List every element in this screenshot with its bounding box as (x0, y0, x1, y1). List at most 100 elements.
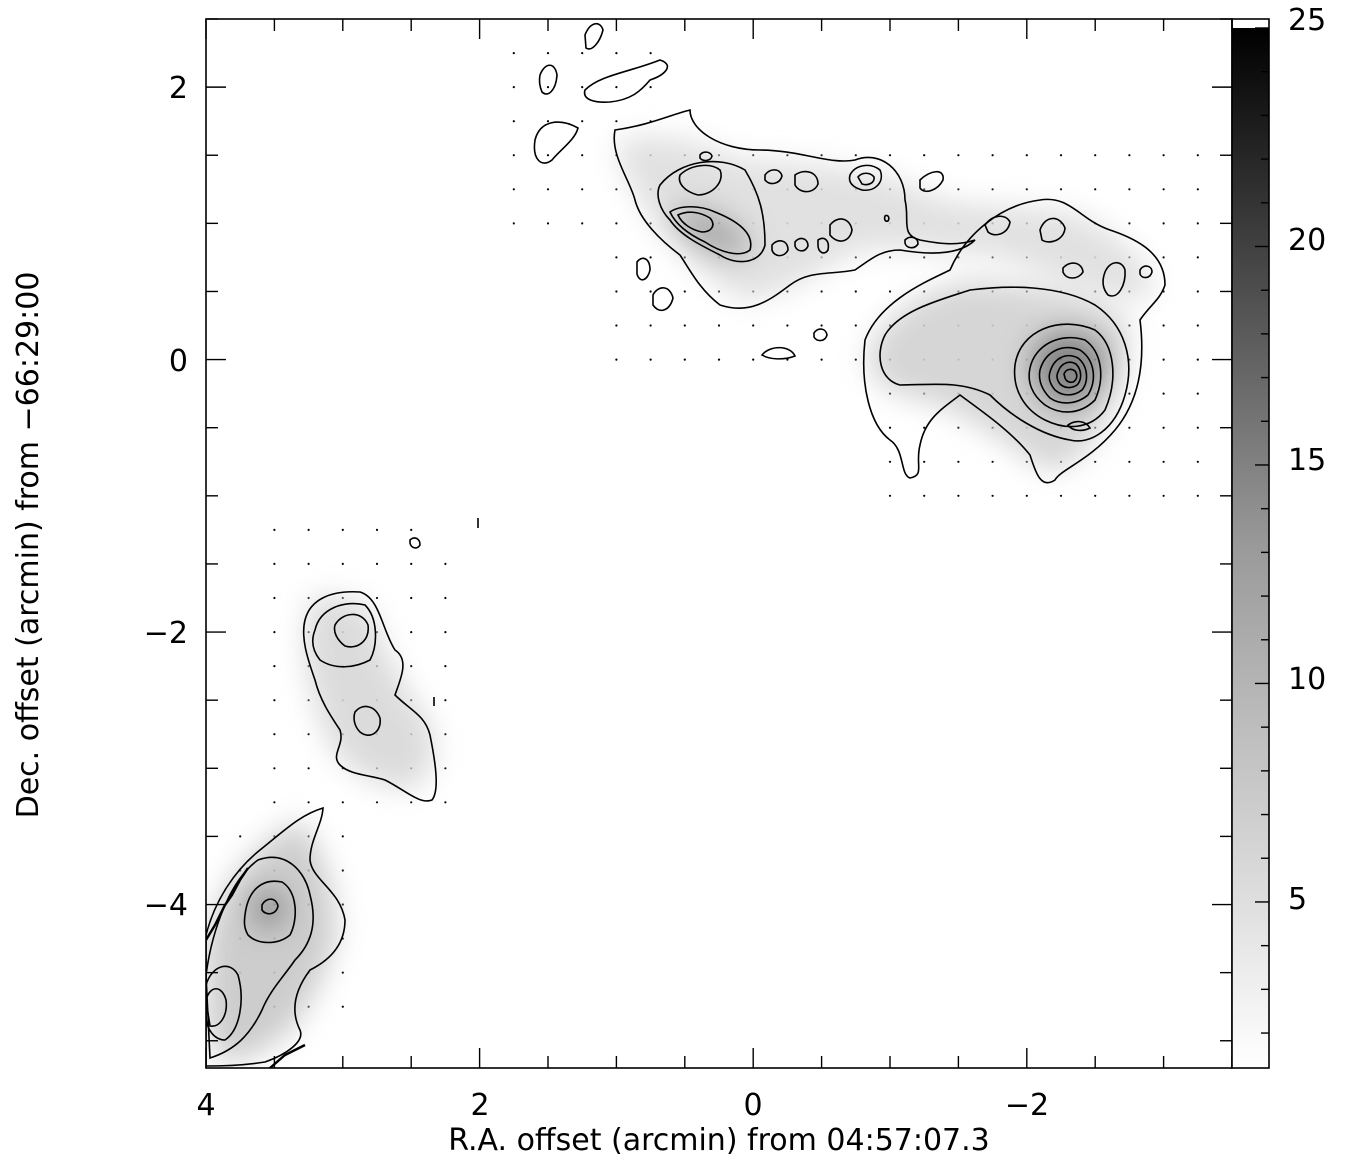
sampling-dot (1162, 222, 1165, 225)
sampling-dot (1128, 154, 1131, 157)
sampling-dot (923, 426, 926, 429)
contour-north-blob-15 (1039, 217, 1066, 243)
sampling-dot (1196, 222, 1199, 225)
sampling-dot (854, 324, 857, 327)
sampling-dot (923, 188, 926, 191)
sampling-dot (820, 154, 823, 157)
sampling-dot (888, 256, 892, 259)
contour-north-blob-17 (1102, 261, 1126, 297)
x-tick-label: 2 (470, 1088, 489, 1123)
sampling-dot (273, 562, 276, 566)
contour-north-blob-20 (813, 328, 828, 342)
sampling-dot (341, 903, 344, 906)
sampling-dot (273, 665, 276, 668)
sampling-dot (957, 460, 960, 463)
sampling-dot (273, 733, 276, 736)
colorbar-ticks (1255, 27, 1269, 1034)
contour-north-blob-12 (904, 236, 919, 249)
sampling-dot (546, 52, 550, 55)
sampling-dot (512, 86, 515, 89)
colorbar-gradient (1232, 28, 1269, 1068)
contour-south-edge-2 (269, 1043, 306, 1068)
sampling-dot (273, 699, 276, 702)
sampling-dot (786, 290, 789, 293)
sampling-dot (1196, 188, 1199, 191)
sampling-dot (546, 154, 550, 157)
sampling-dot (273, 528, 276, 532)
sampling-dot (1162, 358, 1165, 361)
sampling-dot (1094, 154, 1097, 157)
contour-west-small (1066, 420, 1092, 432)
sampling-dot (410, 631, 413, 634)
contour-west-6 (1048, 354, 1088, 396)
contour-north-blob-7 (771, 240, 789, 257)
sampling-dot (546, 188, 550, 191)
sampling-dot (820, 324, 823, 327)
sampling-dot (444, 596, 447, 600)
contour-north-2 (657, 160, 766, 263)
sampling-dot (581, 222, 584, 225)
y-tick-label: −4 (144, 888, 188, 923)
axis-ticks (205, 18, 1233, 1068)
contour-west-2 (879, 286, 1130, 442)
sampling-dot (1025, 460, 1028, 463)
sampling-dot (888, 494, 892, 497)
sampling-dot (1128, 324, 1131, 327)
sampling-dot (239, 835, 242, 838)
contour-mid-3 (333, 613, 369, 648)
sampling-dot (717, 290, 721, 293)
sampling-dot (341, 869, 344, 872)
sampling-dot (991, 154, 994, 157)
sampling-dot (957, 188, 960, 191)
sampling-dot (307, 801, 310, 804)
sampling-dot (923, 256, 926, 259)
sampling-dot (512, 154, 515, 157)
contour-north-blob-23 (533, 121, 579, 164)
sampling-dot (1059, 188, 1063, 191)
sampling-dot (512, 222, 515, 225)
sampling-dot (581, 188, 584, 191)
contour-south-5 (206, 965, 242, 1041)
sampling-dot (615, 188, 618, 191)
sampling-dot (1128, 426, 1131, 429)
contour-north-blob-4 (764, 169, 783, 185)
sampling-dot (615, 222, 618, 225)
sampling-dot (581, 120, 584, 123)
sampling-dot (307, 767, 310, 770)
sampling-dot (1196, 290, 1199, 293)
sampling-dot (957, 256, 960, 259)
sampling-dot (683, 324, 686, 327)
sampling-dot (307, 699, 310, 702)
sampling-dot (581, 86, 584, 89)
sampling-dot (1094, 460, 1097, 463)
sampling-dot (1128, 460, 1131, 463)
sampling-dot (1196, 256, 1199, 259)
contour-mid-1 (302, 590, 437, 802)
sampling-dot (649, 358, 652, 361)
sampling-dot (923, 290, 926, 293)
sampling-dot (717, 358, 721, 361)
sampling-dot (991, 460, 994, 463)
sampling-dot (410, 801, 413, 804)
contour-west-1 (862, 198, 1166, 484)
sampling-dot (649, 290, 652, 293)
sampling-dot (991, 494, 994, 497)
contour-north-4 (676, 211, 714, 233)
sampling-dot (273, 801, 276, 804)
sampling-dot (581, 52, 584, 55)
sampling-dot (444, 767, 447, 770)
contour-south-4 (261, 898, 279, 915)
colorbar-tick-label: 20 (1288, 223, 1326, 258)
contour-west-7 (1056, 361, 1082, 389)
sampling-dot (307, 562, 310, 566)
contour-north-blob-11 (883, 214, 890, 222)
sampling-dot (1162, 392, 1165, 395)
sampling-dot (1196, 460, 1199, 463)
sampling-dot (1196, 358, 1199, 361)
sampling-dot (512, 188, 515, 191)
sampling-dot (1128, 222, 1131, 225)
sampling-dot (546, 86, 550, 89)
sampling-dot (341, 562, 344, 566)
contour-north-blob-10 (829, 218, 853, 242)
colorbar-tick-label: 25 (1288, 3, 1326, 38)
